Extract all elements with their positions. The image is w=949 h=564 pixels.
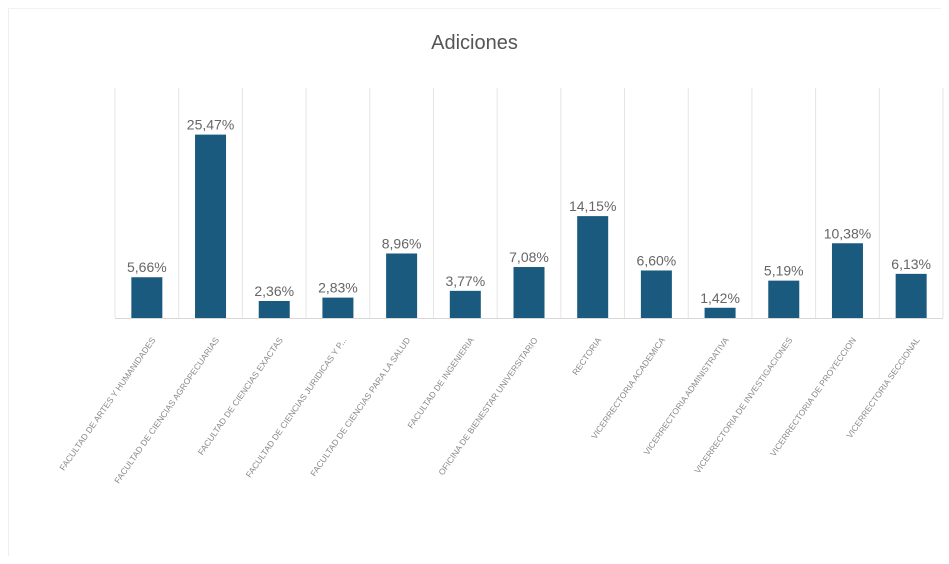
bar-value-label: 8,96% [382, 235, 422, 251]
bar[interactable] [577, 216, 609, 318]
bar[interactable] [513, 267, 545, 318]
bar[interactable] [768, 280, 800, 318]
chart-title: Adiciones [431, 32, 518, 54]
chart-frame [8, 8, 941, 556]
category-label: FACULTAD DE INGENIERIA [405, 335, 476, 430]
bar-value-label: 3,77% [445, 273, 485, 289]
category-label: OFICINA DE BIENESTAR UNIVERSITARIO [436, 335, 540, 477]
bar[interactable] [640, 270, 672, 318]
bars [131, 134, 927, 318]
bar-value-label: 6,60% [637, 252, 677, 268]
bar-value-label: 1,42% [700, 290, 740, 306]
bar-value-label: 5,19% [764, 263, 804, 279]
bar-value-label: 6,13% [891, 256, 931, 272]
category-labels: FACULTAD DE ARTES Y HUMANIDADESFACULTAD … [57, 335, 922, 485]
bar-value-label: 2,36% [254, 283, 294, 299]
bar[interactable] [704, 307, 736, 318]
bar[interactable] [131, 277, 163, 318]
bar-value-label: 7,08% [509, 249, 549, 265]
bar[interactable] [449, 290, 481, 318]
bar[interactable] [322, 297, 354, 318]
category-label: FACULTAD DE CIENCIAS AGROPECUARIAS [112, 335, 221, 485]
value-labels: 5,66% 25,47% 2,36% 2,83% 8,96% 3,77% 7,08% 14,1… [127, 117, 931, 306]
bar-value-label: 2,83% [318, 280, 358, 296]
bar[interactable] [195, 134, 227, 318]
bar[interactable] [386, 253, 418, 318]
bar[interactable] [895, 273, 927, 318]
bar[interactable] [831, 243, 863, 318]
bar[interactable] [258, 301, 290, 318]
category-label: RECTORIA [570, 335, 603, 377]
category-label: VICERRECTORIA ACADEMICA [589, 335, 667, 441]
category-label: FACULTAD DE CIENCIAS PARA LA SALUD [308, 335, 412, 478]
category-label: VICERRECTORIA SECCIONAL [844, 335, 922, 440]
category-label: FACULTAD DE CIENCIAS JURIDICAS Y P... [244, 335, 349, 479]
bar-value-label: 5,66% [127, 259, 167, 275]
bar-value-label: 10,38% [824, 225, 871, 241]
bar-value-label: 25,47% [187, 117, 234, 133]
bar-value-label: 14,15% [569, 198, 616, 214]
grid-lines [114, 88, 944, 318]
